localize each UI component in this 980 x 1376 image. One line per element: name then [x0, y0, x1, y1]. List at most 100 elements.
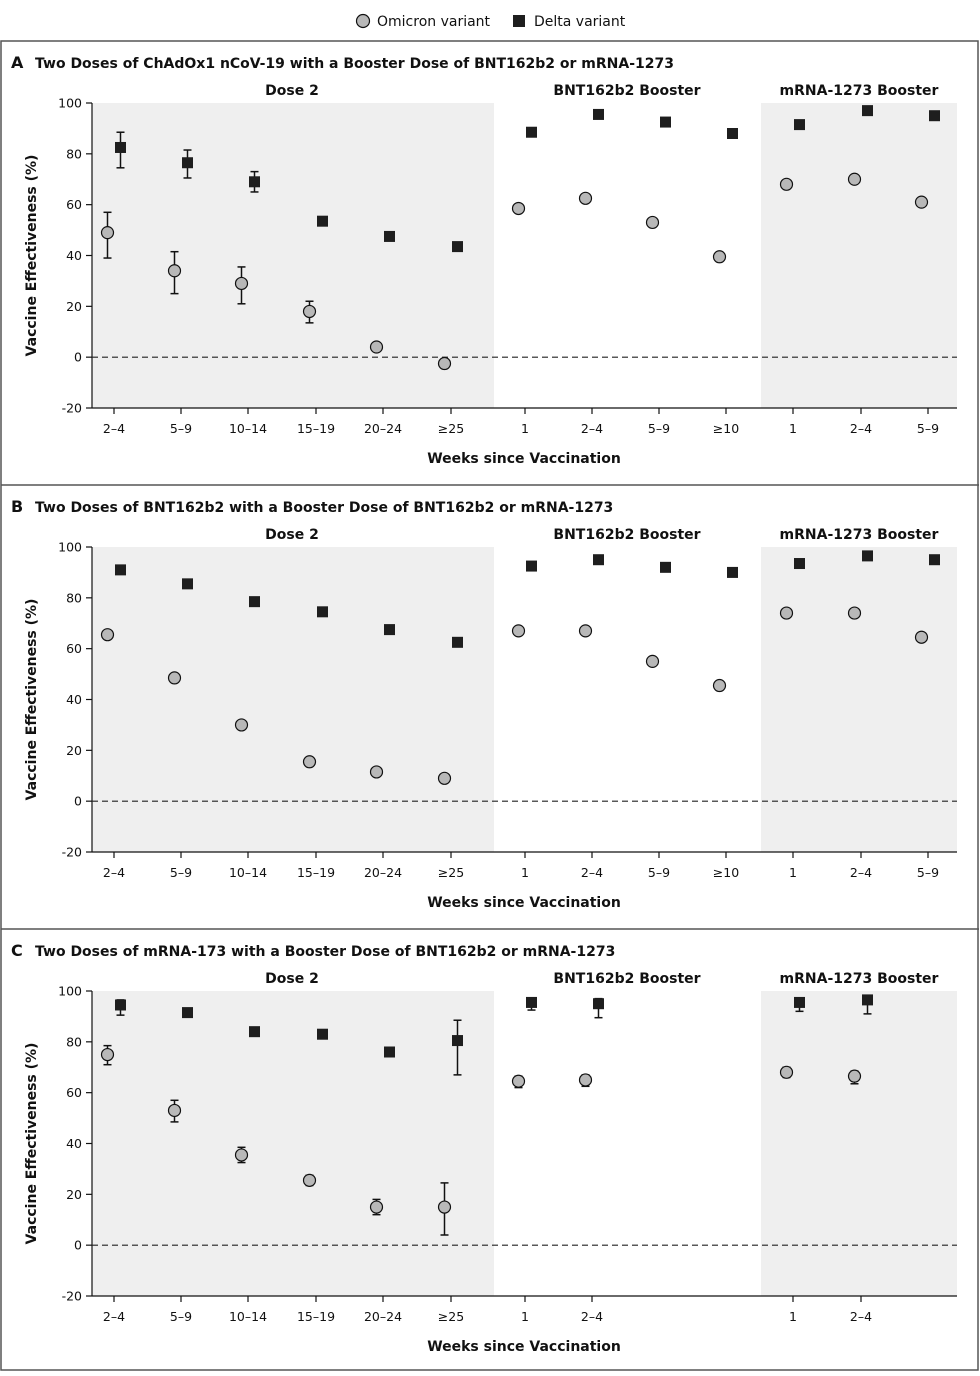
- y-tick-label: 60: [66, 197, 82, 212]
- delta-point: [452, 1035, 463, 1047]
- x-tick-label: 5–9: [917, 421, 939, 436]
- panel-c: C Two Doses of mRNA-173 with a Booster Do…: [11, 941, 957, 1355]
- delta-point: [317, 215, 328, 227]
- omicron-point: [578, 1073, 593, 1087]
- delta-point: [182, 157, 193, 169]
- x-tick-label: ≥25: [438, 1309, 464, 1324]
- x-tick-label: 2–4: [581, 421, 603, 436]
- section-shading: [761, 991, 957, 1296]
- delta-point: [452, 636, 463, 648]
- omicron-point: [167, 1103, 182, 1118]
- y-tick-label: -20: [62, 401, 82, 416]
- delta-point: [727, 128, 738, 139]
- delta-point: [452, 241, 463, 253]
- delta-point: [794, 558, 805, 570]
- section-label: Dose 2: [265, 527, 319, 543]
- section-label: mRNA-1273 Booster: [780, 527, 939, 543]
- y-axis-title: Vaccine Effectiveness (%): [24, 1043, 40, 1245]
- omicron-point: [511, 201, 526, 216]
- legend-omicron-marker: [355, 13, 371, 29]
- x-tick-label: 2–4: [850, 865, 872, 880]
- section-label: Dose 2: [265, 83, 319, 99]
- omicron-point: [847, 1069, 862, 1083]
- figure-frame: [0, 40, 979, 1371]
- omicron-point: [369, 1200, 384, 1214]
- section-label: mRNA-1273 Booster: [780, 83, 939, 99]
- delta-point: [593, 108, 604, 120]
- delta-point: [182, 578, 193, 590]
- y-tick-label: 0: [74, 1238, 82, 1253]
- legend-delta-marker: [513, 15, 525, 27]
- y-tick-label: 100: [58, 540, 82, 555]
- omicron-point: [302, 755, 317, 769]
- x-tick-label: 5–9: [648, 421, 670, 436]
- omicron-point: [645, 654, 660, 668]
- x-tick-label: 1: [521, 1309, 529, 1324]
- x-tick-label: 1: [521, 421, 529, 436]
- omicron-point: [437, 356, 452, 371]
- y-tick-label: 80: [66, 1034, 82, 1049]
- omicron-point: [302, 1173, 317, 1187]
- x-tick-label: 1: [789, 1309, 797, 1324]
- omicron-point: [914, 630, 929, 644]
- delta-point: [526, 996, 537, 1008]
- omicron-point: [847, 172, 862, 186]
- x-tick-label: 2–4: [103, 865, 125, 880]
- y-tick-label: 100: [58, 984, 82, 999]
- legend-delta-label: Delta variant: [534, 14, 626, 30]
- y-tick-label: 0: [74, 794, 82, 809]
- x-tick-label: ≥25: [438, 865, 464, 880]
- section-label: Dose 2: [265, 971, 319, 987]
- delta-point: [593, 554, 604, 566]
- delta-point: [317, 606, 328, 618]
- delta-point: [727, 566, 738, 578]
- legend-omicron-label: Omicron variant: [377, 14, 491, 30]
- y-tick-label: 40: [66, 1136, 82, 1151]
- section-shading: [761, 103, 957, 408]
- y-tick-label: 0: [74, 350, 82, 365]
- omicron-point: [234, 718, 249, 732]
- delta-point: [384, 230, 395, 242]
- delta-point: [526, 560, 537, 572]
- y-axis-title: Vaccine Effectiveness (%): [24, 155, 40, 357]
- x-axis-title: Weeks since Vaccination: [427, 451, 621, 467]
- delta-point: [526, 126, 537, 138]
- omicron-point: [167, 264, 182, 278]
- delta-point: [794, 119, 805, 131]
- omicron-point: [369, 765, 384, 779]
- x-tick-label: 10–14: [229, 1309, 267, 1324]
- x-tick-label: 2–4: [581, 1309, 603, 1324]
- omicron-point: [100, 1047, 115, 1062]
- omicron-point: [234, 276, 249, 291]
- x-tick-label: 10–14: [229, 421, 267, 436]
- omicron-point: [779, 1065, 794, 1079]
- x-tick-label: 15–19: [297, 1309, 335, 1324]
- omicron-point: [511, 624, 526, 638]
- x-tick-label: ≥10: [713, 421, 739, 436]
- delta-point: [929, 554, 940, 566]
- omicron-point: [914, 195, 929, 209]
- y-tick-label: -20: [62, 1289, 82, 1304]
- x-tick-label: 15–19: [297, 421, 335, 436]
- x-tick-label: 5–9: [917, 865, 939, 880]
- panel-letter: A: [11, 53, 24, 72]
- x-tick-label: 5–9: [170, 421, 192, 436]
- y-tick-label: 20: [66, 299, 82, 314]
- section-label: BNT162b2 Booster: [553, 527, 700, 543]
- delta-point: [862, 550, 873, 562]
- omicron-point: [511, 1074, 526, 1088]
- omicron-point: [779, 606, 794, 620]
- panel-b: B Two Doses of BNT162b2 with a Booster Do…: [11, 497, 957, 911]
- section-label: BNT162b2 Booster: [553, 971, 700, 987]
- panel-title: Two Doses of mRNA-173 with a Booster Dos…: [35, 944, 615, 960]
- y-tick-label: 60: [66, 1085, 82, 1100]
- x-tick-label: 20–24: [364, 1309, 402, 1324]
- omicron-point: [779, 177, 794, 191]
- section-shading: [761, 547, 957, 852]
- x-tick-label: 2–4: [850, 1309, 872, 1324]
- y-tick-label: 20: [66, 743, 82, 758]
- omicron-point: [437, 771, 452, 785]
- legend: Omicron variant Delta variant: [355, 13, 626, 30]
- section-label: BNT162b2 Booster: [553, 83, 700, 99]
